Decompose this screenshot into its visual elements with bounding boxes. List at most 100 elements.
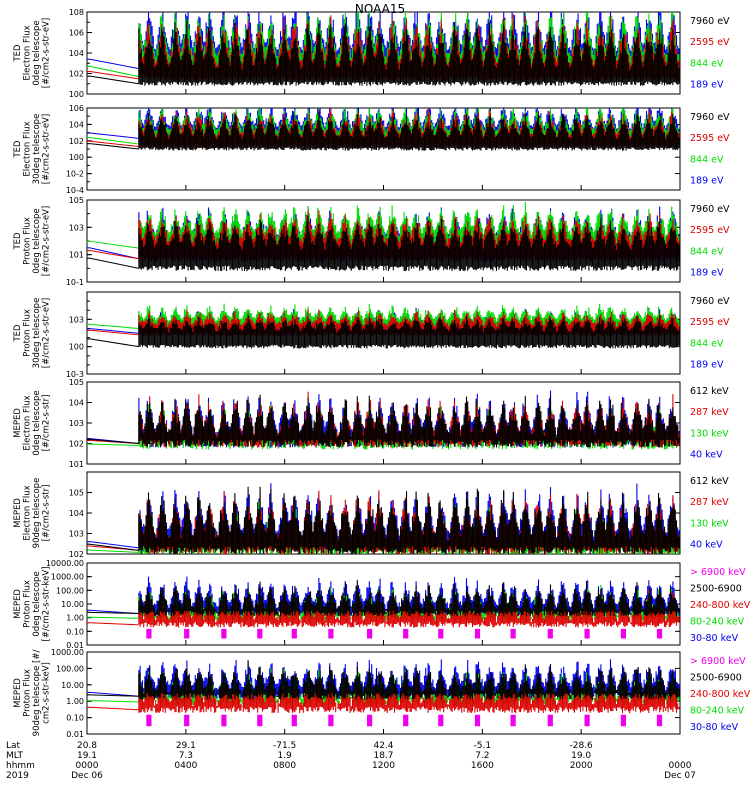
y-tick-label: 101 — [69, 460, 84, 469]
x-tick-label-hhmm: 0000 — [76, 761, 99, 771]
legend-entry: 844 eV — [690, 58, 724, 69]
y-axis-label-line: 0deg telescope — [32, 571, 42, 636]
legend-entry: 7960 eV — [690, 16, 730, 27]
legend-entry: 189 eV — [690, 79, 724, 90]
x-tick-label-lat: -5.1 — [474, 741, 492, 751]
y-tick-label: 0.01 — [66, 641, 84, 650]
legend-entry: 844 eV — [690, 246, 724, 257]
x-tick-label-mlt: 1.9 — [277, 751, 292, 761]
y-tick-label: 1000.00 — [51, 573, 84, 582]
y-axis-label-line: Electron Flux — [23, 395, 33, 450]
series-black — [87, 216, 680, 272]
x-tick-label-hhmm: 1200 — [372, 761, 395, 771]
y-axis-label-line: 30deg telescope — [32, 114, 42, 185]
x-tick-label-date: Dec 07 — [664, 771, 696, 781]
y-tick-label: 10-1 — [66, 278, 84, 287]
x-tick-label-hhmm: 1600 — [471, 761, 494, 771]
legend-entry: 80-240 keV — [690, 705, 745, 716]
y-axis-label-line: 0deg telescope — [32, 20, 42, 85]
series-gap-line — [89, 137, 139, 145]
y-axis-label: MEPED Electron Flux 90deg telescope [#/cm2-… — [13, 478, 52, 549]
y-axis-label-line: 90deg telescope [#/ — [32, 650, 42, 737]
y-tick-label: 104 — [69, 49, 84, 58]
y-axis-label-line: [#/cm2-s-str] — [42, 395, 52, 452]
series-black — [87, 20, 680, 86]
legend-entry: 240-800 keV — [690, 600, 750, 611]
y-axis-label: MEPED Proton Flux 0deg telescope [#/cm2-s-s… — [13, 567, 52, 642]
y-tick-label: 0.01 — [66, 730, 84, 739]
y-axis-label-line: 90deg telescope — [32, 478, 42, 549]
legend-entry: 40 keV — [690, 449, 723, 460]
y-axis-label: TED Proton Flux 30deg telescope [#/cm2-s-st… — [13, 298, 52, 369]
legend-entry: 2500-6900 — [690, 583, 742, 594]
series-gap-line — [89, 549, 139, 553]
legend-entry: 189 eV — [690, 175, 724, 186]
y-axis-label-line: cm2-s-str-keV] — [42, 662, 52, 724]
series-gap-line — [89, 622, 139, 626]
x-row-label: MLT — [6, 751, 24, 761]
y-tick-label: 104 — [69, 120, 84, 129]
y-tick-label: 1000.00 — [51, 648, 84, 657]
y-axis-label-line: [#/cm2-s-str-eV] — [42, 298, 52, 368]
legend-entry: 2595 eV — [690, 317, 730, 328]
y-axis-label-line: TED — [13, 140, 23, 159]
x-tick-label-hhmm: 0800 — [273, 761, 296, 771]
y-axis-label: MEPED Proton Flux 90deg telescope [#/cm2-s… — [13, 650, 52, 737]
y-axis-label-line: [#/cm2-s-str] — [42, 485, 52, 542]
x-tick-label-lat: -71.5 — [273, 741, 296, 751]
y-tick-label: 102 — [69, 137, 84, 146]
y-axis-label-line: Proton Flux — [23, 309, 33, 357]
series-gap-line — [89, 700, 139, 703]
series-gap-line — [89, 143, 139, 150]
series-gap-line — [89, 250, 139, 260]
y-tick-label: 104 — [69, 399, 84, 408]
series-black — [87, 486, 680, 554]
y-tick-label: 10-2 — [66, 170, 84, 179]
legend-entry: 2595 eV — [690, 225, 730, 236]
y-tick-label: 100 — [69, 90, 84, 99]
y-axis-label: TED Electron Flux 30deg telescope [#/cm2-s-… — [13, 114, 52, 185]
x-tick-label-date: Dec 06 — [71, 771, 103, 781]
y-tick-label: 1.00 — [66, 697, 84, 706]
y-axis-label-line: Electron Flux — [23, 485, 33, 540]
legend-entry: 80-240 keV — [690, 616, 745, 627]
y-tick-label: 103 — [69, 315, 84, 324]
legend-entry: 2595 eV — [690, 133, 730, 144]
legend-entry: 30-80 keV — [690, 722, 739, 733]
y-tick-label: 100.00 — [56, 664, 84, 673]
y-tick-label: 10.00 — [61, 681, 84, 690]
legend-entry: 40 keV — [690, 539, 723, 550]
y-axis-label-line: MEPED — [13, 408, 23, 438]
legend-entry: 189 eV — [690, 359, 724, 370]
legend-entry: 287 keV — [690, 407, 729, 418]
y-tick-label: 101 — [69, 251, 84, 260]
x-tick-label-mlt: 7.2 — [475, 751, 489, 761]
series-black — [87, 579, 680, 617]
y-tick-label: 10.00 — [61, 600, 84, 609]
x-tick-label-lat: -28.6 — [569, 741, 593, 751]
y-tick-label: 106 — [69, 104, 84, 113]
legend-entry: 7960 eV — [690, 112, 730, 123]
series-red — [87, 675, 680, 714]
y-axis-label-line: 0deg telescope — [32, 208, 42, 273]
y-tick-label: 10-4 — [66, 186, 84, 195]
y-tick-label: 100 — [69, 343, 84, 352]
series-gap-line — [89, 706, 139, 711]
y-axis-label-line: TED — [13, 232, 23, 251]
series-gap-line — [89, 58, 139, 70]
y-axis-label-line: Proton Flux — [23, 669, 33, 717]
y-tick-label: 103 — [69, 530, 84, 539]
y-tick-label: 108 — [69, 8, 84, 17]
x-tick-label-mlt: 7.3 — [179, 751, 193, 761]
x-row-label: 2019 — [6, 771, 29, 781]
legend-entry: 2595 eV — [690, 37, 730, 48]
y-tick-label: 103 — [69, 419, 84, 428]
y-tick-label: 105 — [69, 489, 84, 498]
series-black — [87, 315, 680, 349]
series-gap-line — [89, 543, 139, 551]
y-axis-label: TED Proton Flux 0deg telescope [#/cm2-s-str… — [13, 206, 52, 276]
x-row-label: hhmm — [6, 761, 35, 771]
y-tick-label: 10-3 — [66, 370, 84, 379]
y-tick-label: 102 — [69, 70, 84, 79]
